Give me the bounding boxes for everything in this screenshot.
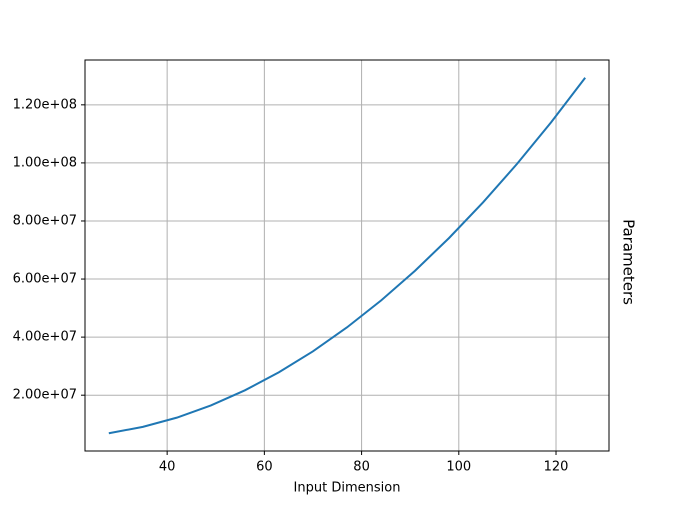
x-tick-label: 120 — [544, 460, 569, 475]
data-line — [108, 77, 586, 435]
x-tick-label: 40 — [159, 460, 176, 475]
y-axis-label: Parameters — [620, 219, 638, 305]
x-axis-label: Input Dimension — [294, 481, 401, 496]
x-tick-label: 80 — [353, 460, 370, 475]
x-tick-label: 100 — [446, 460, 471, 475]
y-tick-label: 8.00e+07 — [13, 213, 77, 228]
y-tick-label: 1.00e+08 — [13, 155, 77, 170]
y-tick-label: 2.00e+07 — [13, 388, 77, 403]
plot-frame — [84, 59, 610, 452]
x-tick-label: 60 — [256, 460, 273, 475]
y-tick-label: 4.00e+07 — [13, 330, 77, 345]
y-tick-label: 1.20e+08 — [13, 97, 77, 112]
y-tick-label: 6.00e+07 — [13, 272, 77, 287]
